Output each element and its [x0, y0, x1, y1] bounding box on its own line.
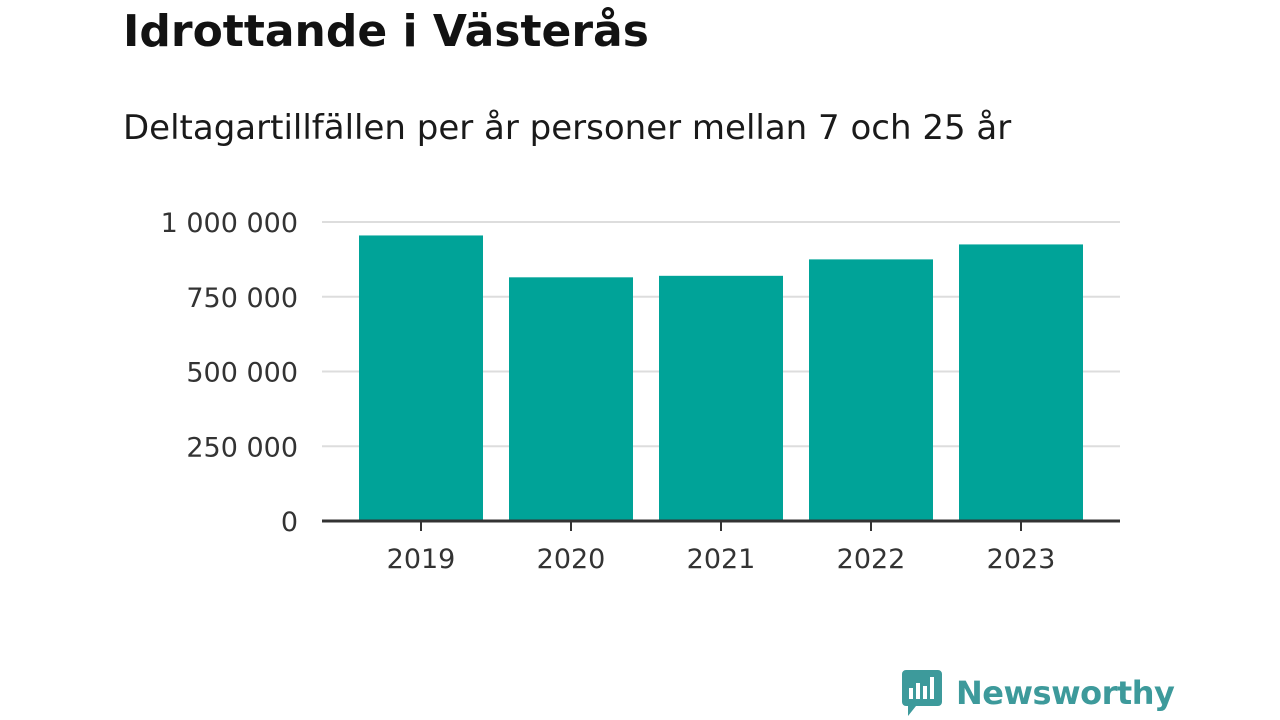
- bar-2023: [959, 244, 1083, 522]
- chart-title: Idrottande i Västerås: [123, 6, 649, 57]
- bar-2020: [509, 277, 633, 521]
- newsworthy-logo-icon: [902, 670, 942, 716]
- bar-2022: [809, 259, 933, 521]
- x-tick-label: 2020: [537, 544, 606, 575]
- x-tick-label: 2021: [687, 544, 756, 575]
- y-tick-label: 0: [281, 507, 298, 538]
- bar-2021: [659, 275, 783, 521]
- y-tick-label: 1 000 000: [161, 208, 298, 239]
- y-tick-label: 250 000: [186, 432, 298, 463]
- chart-subtitle: Deltagartillfällen per år personer mella…: [123, 108, 1012, 148]
- x-tick-label: 2019: [387, 544, 456, 575]
- brand-logo: Newsworthy: [902, 668, 1175, 718]
- x-tick-label: 2022: [837, 544, 906, 575]
- y-tick-label: 500 000: [186, 358, 298, 389]
- brand-name: Newsworthy: [956, 674, 1175, 712]
- y-tick-label: 750 000: [186, 283, 298, 314]
- x-tick-label: 2023: [987, 544, 1056, 575]
- bar-2019: [359, 235, 483, 521]
